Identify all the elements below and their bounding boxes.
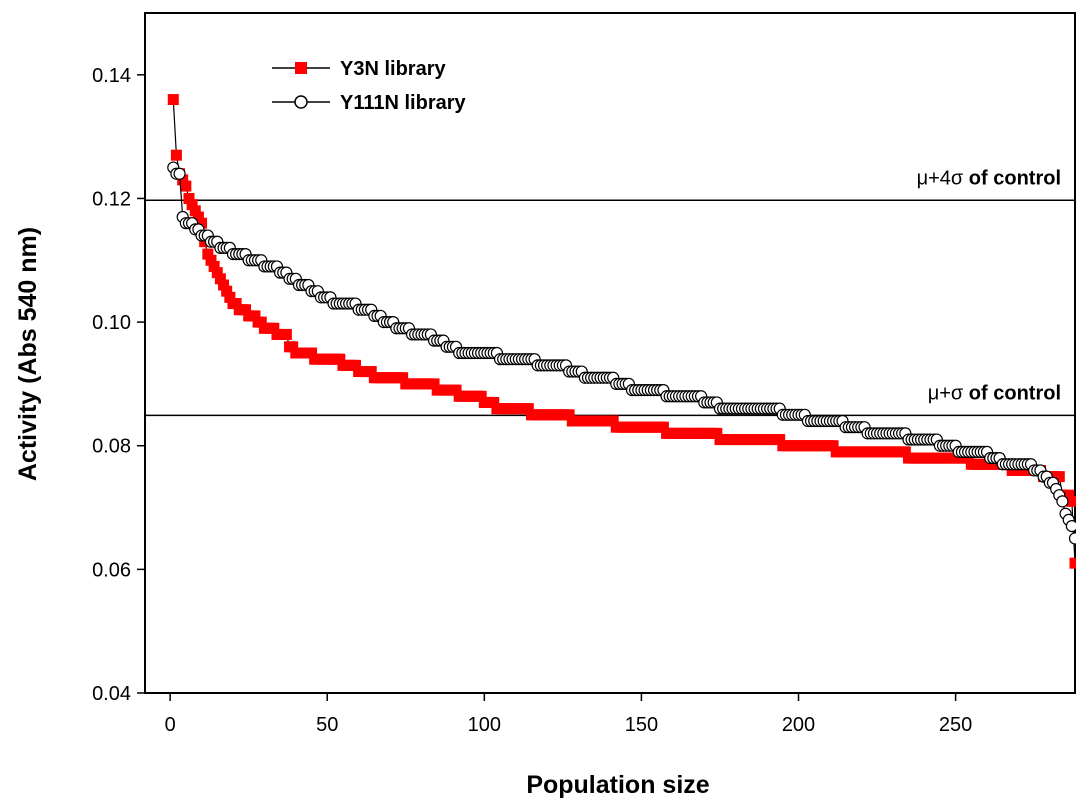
data-point-y3n	[607, 415, 619, 427]
data-point-y3n	[522, 403, 534, 415]
x-tick-label: 100	[468, 714, 501, 736]
data-point-y3n	[196, 217, 208, 229]
data-point-y3n	[224, 291, 236, 303]
data-point-y111n	[1068, 532, 1076, 545]
y-tick-label: 0.08	[92, 436, 131, 458]
legend: Y3N library Y111N library	[272, 58, 467, 114]
data-point-y3n	[711, 427, 723, 439]
data-point-y3n	[350, 359, 362, 371]
data-point-y3n	[306, 347, 318, 359]
x-axis-title: Population size	[526, 771, 709, 799]
data-point-y3n	[208, 260, 220, 272]
y-tick-label: 0.14	[92, 65, 131, 87]
data-point-y3n	[1063, 489, 1075, 501]
y-axis-ticks: 0.04 0.06 0.08 0.10 0.12 0.14	[92, 65, 145, 705]
data-point-y3n	[488, 396, 500, 408]
data-point-y3n	[230, 298, 242, 310]
data-point-y3n	[214, 273, 226, 285]
data-point-y3n	[365, 366, 377, 378]
data-point-y3n	[177, 174, 189, 186]
data-point-y3n	[199, 236, 211, 248]
series-y111n	[167, 161, 1076, 545]
x-tick-label: 50	[316, 714, 338, 736]
data-point-y3n	[774, 434, 786, 446]
series-y3n	[167, 94, 1076, 569]
data-point-y3n	[240, 304, 252, 316]
x-tick-label: 0	[165, 714, 176, 736]
data-point-y3n	[268, 322, 280, 334]
legend-entry: Y3N library	[272, 58, 446, 80]
data-point-y3n	[255, 316, 267, 328]
data-point-y3n	[475, 390, 487, 402]
legend-entry: Y111N library	[272, 92, 467, 114]
x-tick-label: 200	[782, 714, 815, 736]
y-tick-label: 0.10	[92, 312, 131, 334]
data-point-y3n	[827, 440, 839, 452]
legend-marker	[294, 95, 308, 109]
data-point-y3n	[218, 279, 230, 291]
reference-lines: μ+4σ of control μ+σ of control	[145, 167, 1075, 417]
data-point-y3n	[189, 205, 201, 217]
data-point-y3n	[450, 384, 462, 396]
data-point-y3n	[334, 353, 346, 365]
data-point-y3n	[221, 285, 233, 297]
legend-label: Y111N library	[340, 92, 467, 114]
data-point-y111n	[1056, 495, 1069, 508]
data-point-y3n	[280, 328, 292, 340]
x-tick-label: 250	[939, 714, 972, 736]
series-layer	[167, 94, 1076, 569]
data-point-y111n	[173, 167, 186, 180]
legend-label: Y3N library	[340, 58, 446, 80]
data-point-y3n	[563, 409, 575, 421]
data-point-y3n	[1069, 557, 1076, 569]
data-point-y3n	[1066, 495, 1076, 507]
data-point-y3n	[397, 372, 409, 384]
data-point-y3n	[962, 452, 974, 464]
reference-line-label: μ+σ of control	[928, 382, 1061, 404]
data-point-y3n	[428, 378, 440, 390]
y-axis-title: Activity (Abs 540 nm)	[14, 227, 42, 481]
data-point-y3n	[192, 211, 204, 223]
data-point-y3n	[211, 267, 223, 279]
plot-frame	[144, 12, 1076, 694]
data-point-y3n	[186, 199, 198, 211]
data-point-y3n	[180, 180, 192, 192]
data-point-y3n	[183, 192, 195, 204]
y-tick-label: 0.06	[92, 559, 131, 581]
legend-marker	[295, 62, 307, 74]
data-point-y3n	[899, 446, 911, 458]
data-point-y3n	[202, 248, 214, 260]
x-axis-ticks: 0 50 100 150 200 250	[165, 693, 972, 736]
data-point-y3n	[167, 94, 179, 106]
reference-line-label: μ+4σ of control	[917, 167, 1061, 189]
data-point-y3n	[287, 341, 299, 353]
y-tick-label: 0.04	[92, 683, 131, 705]
data-point-y111n	[1065, 519, 1076, 533]
y-tick-label: 0.12	[92, 188, 131, 210]
data-point-y3n	[249, 310, 261, 322]
data-point-y3n	[170, 149, 182, 161]
data-point-y3n	[657, 421, 669, 433]
x-tick-label: 150	[625, 714, 658, 736]
data-point-y3n	[1053, 471, 1065, 483]
data-point-y3n	[205, 254, 217, 266]
